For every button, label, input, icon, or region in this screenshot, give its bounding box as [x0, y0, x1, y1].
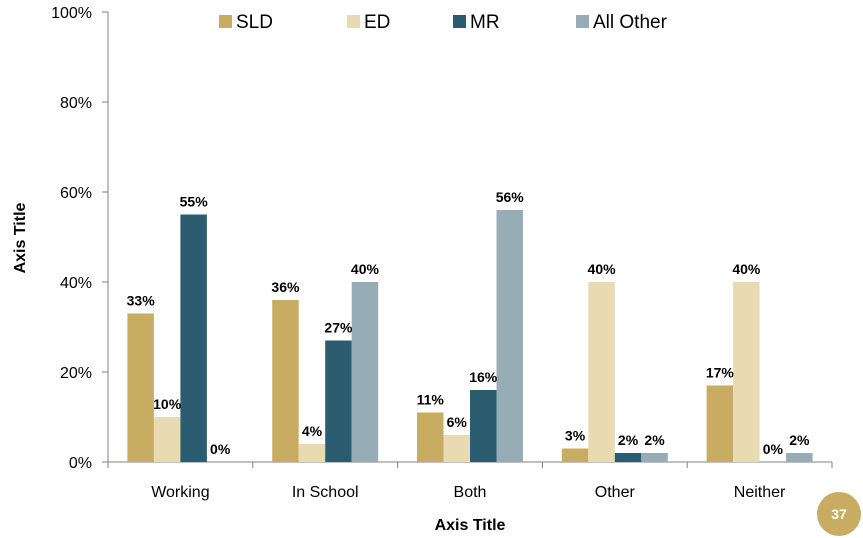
y-tick-label: 40% [60, 275, 92, 292]
bar [443, 435, 470, 462]
bar [706, 385, 734, 462]
data-label: 3% [565, 428, 586, 444]
legend-swatch [219, 15, 232, 28]
bar [588, 282, 615, 462]
data-label: 40% [351, 261, 380, 277]
y-tick-label: 80% [60, 95, 92, 112]
x-category-label: Working [151, 484, 209, 501]
y-tick-label: 60% [60, 185, 92, 202]
bar [496, 210, 523, 462]
bar [786, 453, 813, 462]
data-label: 4% [302, 423, 323, 439]
data-label: 33% [127, 293, 156, 309]
data-label: 16% [469, 369, 498, 385]
legend-label: ED [364, 12, 390, 33]
legend-label: SLD [236, 12, 273, 33]
bar [153, 417, 181, 462]
bar [298, 444, 326, 462]
data-label: 10% [153, 396, 182, 412]
data-label: 40% [732, 261, 761, 277]
y-axis-title: Axis Title [12, 202, 29, 273]
bar [641, 453, 668, 462]
x-category-label: Both [454, 484, 487, 501]
legend-label: All Other [593, 12, 668, 33]
bar [351, 282, 379, 462]
bar [127, 313, 154, 462]
legend-swatch [347, 15, 360, 28]
y-tick-label: 20% [60, 365, 92, 382]
data-label: 2% [618, 432, 639, 448]
data-label: 0% [763, 441, 784, 457]
data-label: 2% [644, 432, 665, 448]
y-tick-label: 0% [69, 455, 92, 472]
bar [733, 282, 760, 462]
page-number-badge: 37 [817, 492, 861, 536]
data-label: 27% [324, 320, 353, 336]
bar [614, 453, 642, 462]
bar [325, 340, 352, 462]
data-label: 0% [210, 441, 231, 457]
bar [417, 412, 444, 462]
legend-swatch [453, 15, 466, 28]
bar [561, 448, 589, 462]
data-label: 55% [180, 194, 209, 210]
data-label: 17% [706, 365, 735, 381]
data-label: 40% [588, 261, 617, 277]
bar [470, 390, 497, 462]
bar [180, 214, 207, 462]
data-label: 36% [271, 279, 300, 295]
data-label: 2% [789, 432, 810, 448]
legend-swatch [576, 15, 589, 28]
bars [127, 210, 813, 462]
data-label: 6% [447, 414, 468, 430]
y-axis: 0% 20% 40% 60% 80% 100% [51, 5, 109, 472]
x-axis: Working In School Both Other Neither [107, 461, 833, 501]
legend: SLD ED MR All Other [219, 12, 668, 33]
x-category-label: Other [595, 484, 636, 501]
y-tick-label: 100% [51, 5, 92, 22]
data-labels: 33% 36% 11% 3% 17% 10% 4% 6% 40% 40% 55% 27% 16% 2% 0%… [127, 189, 810, 457]
data-label: 11% [417, 392, 445, 408]
legend-label: MR [470, 12, 500, 33]
x-axis-title: Axis Title [435, 517, 506, 534]
x-category-label: In School [292, 484, 359, 501]
data-label: 56% [496, 189, 525, 205]
x-category-label: Neither [734, 484, 786, 501]
bar [272, 300, 299, 462]
